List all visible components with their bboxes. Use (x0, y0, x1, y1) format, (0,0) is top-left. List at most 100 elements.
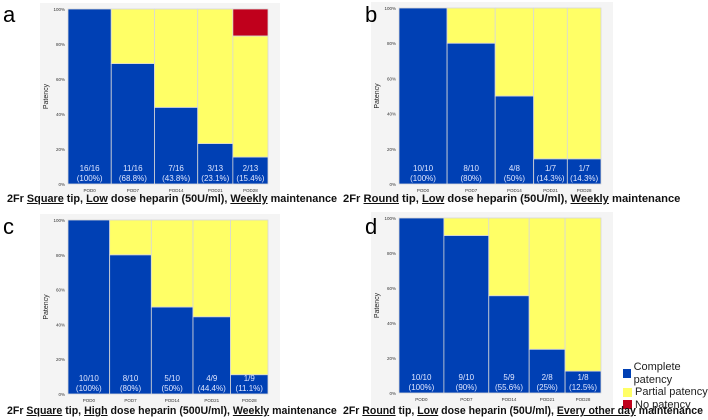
data-label: (15.4%) (236, 174, 264, 183)
x-tick-label: POD0 (83, 398, 96, 403)
bar-partial (197, 8, 234, 144)
bar-complete (110, 63, 155, 185)
caption-text: maintenance (635, 405, 704, 417)
bar-partial (443, 217, 490, 236)
y-tick-label: 40% (56, 112, 65, 117)
x-tick-label: POD7 (460, 397, 473, 402)
legend-swatch-complete (623, 369, 631, 378)
x-tick-label: POD14 (165, 398, 180, 403)
caption-emphasis: Square (26, 405, 63, 417)
caption-text: 2Fr (7, 193, 27, 205)
data-label: (23.1%) (201, 174, 229, 183)
data-label: (11.1%) (236, 384, 264, 393)
data-label: (100%) (410, 174, 436, 183)
legend-label: Partial patency (635, 386, 708, 398)
y-tick-label: 80% (56, 42, 65, 47)
bar-complete (154, 106, 199, 185)
caption-text: dose heparin (50U/ml), (444, 193, 571, 205)
x-tick-label: POD0 (83, 188, 96, 193)
bar-complete (109, 254, 152, 395)
data-label: (50%) (504, 174, 526, 183)
data-label: 16/16 (80, 164, 101, 173)
x-tick-label: POD28 (243, 188, 258, 193)
y-tick-label: 20% (387, 147, 396, 152)
bar-complete (67, 8, 112, 185)
y-tick-label: 60% (387, 76, 396, 81)
bar-partial (528, 217, 566, 350)
data-label: 1/9 (244, 374, 256, 383)
bar-partial (109, 219, 152, 256)
bar-partial (533, 7, 568, 160)
bar-partial (154, 8, 199, 108)
legend-swatch-none (623, 400, 632, 410)
data-label: 11/16 (123, 164, 143, 173)
data-label: (14.3%) (570, 174, 598, 183)
data-label: 8/10 (463, 164, 479, 173)
bar-complete (446, 42, 496, 185)
x-tick-label: POD21 (208, 188, 223, 193)
caption-emphasis: Weekly (232, 405, 270, 417)
panel-label: b (365, 2, 378, 27)
x-tick-label: POD7 (127, 188, 140, 193)
y-tick-label: 60% (56, 288, 65, 293)
data-label: 10/10 (411, 373, 432, 382)
panel-caption: 2Fr Round tip, Low dose heparin (50U/ml)… (343, 193, 680, 205)
caption-emphasis: Square (26, 193, 64, 205)
bar-complete (192, 316, 231, 395)
caption-text: 2Fr (343, 193, 364, 205)
caption-text: 2Fr (343, 405, 363, 417)
data-label: 2/13 (243, 164, 259, 173)
bar-none (232, 8, 269, 37)
legend-item-none: No patency (623, 399, 708, 412)
caption-text: tip, (398, 193, 422, 205)
y-tick-label: 20% (387, 356, 396, 361)
bar-complete (488, 295, 530, 394)
data-label: (80%) (460, 174, 482, 183)
bar-complete (232, 156, 269, 185)
y-tick-label: 40% (387, 112, 396, 117)
bar-partial (110, 8, 155, 64)
caption-emphasis: Round (363, 193, 399, 205)
caption-emphasis: Every other day (556, 405, 636, 417)
x-tick-label: POD28 (242, 398, 257, 403)
data-label: 10/10 (79, 374, 100, 383)
data-label: (12.5%) (569, 383, 597, 392)
data-label: 1/7 (545, 164, 557, 173)
bar-complete (398, 7, 448, 185)
data-label: 9/10 (459, 373, 475, 382)
data-label: (90%) (456, 383, 478, 392)
caption-text: dose heparin (50U/ml), (438, 405, 557, 417)
data-label: 1/7 (579, 164, 591, 173)
legend-item-complete: Complete patency (623, 361, 708, 386)
data-label: 5/9 (503, 373, 515, 382)
legend: Complete patency Partial patency No pate… (623, 361, 708, 411)
bar-complete (528, 348, 566, 394)
y-axis-label: Patency (374, 83, 381, 109)
y-axis-label: Patency (374, 292, 381, 318)
legend-item-partial: Partial patency (623, 386, 708, 399)
data-label: (100%) (76, 384, 102, 393)
caption-emphasis: Low (421, 193, 445, 205)
caption-text: dose heparin (50U/ml), (107, 193, 231, 205)
data-label: 4/8 (509, 164, 521, 173)
caption-emphasis: High (84, 405, 108, 417)
data-label: 4/9 (206, 374, 218, 383)
data-label: (43.8%) (162, 174, 190, 183)
y-tick-label: 100% (384, 6, 396, 11)
data-label: (68.8%) (119, 174, 147, 183)
panel-caption: 2Fr Square tip, Low dose heparin (50U/ml… (7, 193, 337, 205)
panel-label: a (3, 2, 16, 27)
y-tick-label: 80% (56, 253, 65, 258)
panel-caption: 2Fr Square tip, High dose heparin (500U/… (7, 405, 337, 417)
y-tick-label: 0% (58, 392, 65, 397)
bar-partial (150, 219, 194, 308)
bar-partial (446, 7, 496, 44)
y-tick-label: 20% (56, 147, 65, 152)
data-label: 8/10 (123, 374, 139, 383)
caption-text: tip, (62, 405, 85, 417)
x-tick-label: POD21 (543, 188, 558, 193)
y-tick-label: 80% (387, 41, 396, 46)
panel-caption: 2Fr Round tip, Low dose heparin (50U/ml)… (343, 405, 703, 417)
bar-complete (67, 219, 111, 395)
bar-partial (564, 217, 602, 372)
